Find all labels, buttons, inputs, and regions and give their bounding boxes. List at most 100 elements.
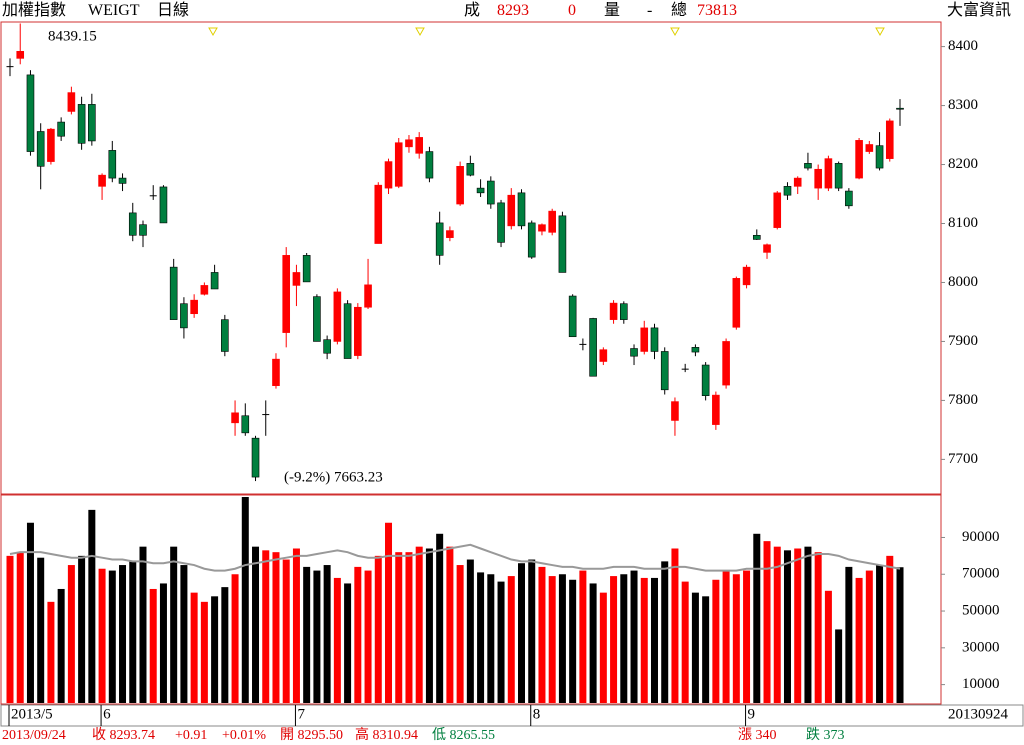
candle-body bbox=[824, 158, 833, 189]
volume-bar bbox=[702, 596, 710, 703]
candle-body bbox=[650, 327, 659, 352]
candle-body bbox=[640, 327, 649, 352]
candle-body bbox=[548, 210, 556, 233]
candle-body bbox=[466, 163, 475, 176]
volume-bar bbox=[67, 565, 75, 703]
volume-bar bbox=[630, 570, 638, 703]
dash: - bbox=[647, 2, 653, 19]
volume-bar bbox=[272, 552, 280, 703]
volume-bar bbox=[548, 576, 556, 703]
volume-bar bbox=[200, 601, 208, 703]
volume-bar bbox=[57, 588, 65, 703]
volume-bar bbox=[599, 592, 607, 703]
candle-body bbox=[118, 177, 127, 184]
candle-body bbox=[619, 303, 628, 320]
volume-bar bbox=[119, 565, 127, 703]
volume-bar bbox=[446, 546, 454, 703]
volume-bar bbox=[333, 577, 341, 703]
candle-body bbox=[691, 347, 700, 353]
candle-body bbox=[272, 358, 280, 386]
symbol: WEIGT bbox=[88, 2, 140, 19]
volume-bar bbox=[518, 563, 525, 703]
volume-bar bbox=[743, 570, 751, 703]
markers bbox=[208, 27, 885, 37]
volume-bar bbox=[6, 555, 14, 703]
volume-bar bbox=[252, 546, 260, 703]
volume-bar bbox=[681, 581, 689, 703]
volume-bar bbox=[507, 576, 515, 703]
volume-bar bbox=[313, 570, 321, 703]
candle-body bbox=[660, 351, 669, 391]
total-label: 總 bbox=[671, 2, 688, 19]
candle-body bbox=[752, 234, 761, 240]
volume-bar bbox=[354, 566, 362, 703]
volume-bar bbox=[149, 588, 157, 703]
volume-bar bbox=[78, 555, 86, 703]
high-annotation: 8439.15 bbox=[48, 28, 97, 44]
marker bbox=[415, 27, 425, 37]
volume-bar bbox=[845, 566, 853, 703]
candle-body bbox=[384, 161, 393, 189]
candle-body bbox=[159, 186, 168, 224]
candle-body bbox=[568, 295, 577, 338]
brand: 大富資訊 bbox=[947, 2, 1012, 19]
candle-body bbox=[77, 104, 86, 144]
volume-bar bbox=[395, 552, 403, 703]
volume-bar bbox=[262, 550, 270, 703]
candle-body bbox=[793, 177, 802, 187]
trade-label: 成 bbox=[464, 2, 481, 19]
candle-body bbox=[722, 341, 730, 386]
candle-body bbox=[865, 144, 874, 152]
candle-body bbox=[241, 415, 250, 434]
x-tick-label: 2013/5 bbox=[11, 706, 53, 722]
volume-bar bbox=[865, 570, 873, 703]
volume-bar bbox=[456, 565, 464, 703]
low-annotation: (-9.2%) 7663.23 bbox=[284, 469, 383, 485]
footer-change-pct: +0.01% bbox=[222, 728, 267, 743]
footer-date: 2013/09/24 bbox=[2, 728, 66, 743]
change-value: 0 bbox=[568, 2, 576, 19]
candle-body bbox=[773, 192, 782, 228]
volume-bar bbox=[170, 546, 178, 703]
y-tick-label: 8400 bbox=[948, 38, 978, 54]
candle-body bbox=[210, 272, 219, 290]
candle-body bbox=[333, 291, 342, 342]
marker bbox=[875, 27, 885, 37]
candle-body bbox=[896, 107, 904, 110]
volume-bar bbox=[497, 581, 505, 703]
volume-bar bbox=[88, 509, 96, 703]
volume-bar bbox=[487, 574, 495, 703]
candle-body bbox=[507, 194, 516, 227]
x-tick-label: 7 bbox=[297, 706, 305, 722]
volume-bar bbox=[415, 546, 423, 703]
volume-tick-label: 30000 bbox=[962, 639, 1000, 655]
volume-bar bbox=[732, 574, 740, 703]
candle-body bbox=[527, 222, 536, 258]
volume-bar bbox=[303, 566, 311, 703]
volume-bar bbox=[640, 577, 648, 703]
candle-body bbox=[108, 150, 117, 179]
volume-bar bbox=[364, 570, 372, 703]
volume-bar bbox=[620, 574, 628, 703]
candle-body bbox=[169, 266, 178, 320]
candle-body bbox=[88, 104, 96, 142]
candle-body bbox=[36, 131, 45, 167]
volume-bar bbox=[98, 568, 106, 703]
volume-bar bbox=[436, 533, 444, 703]
volume-panel bbox=[0, 494, 942, 705]
volume-bar bbox=[814, 552, 822, 703]
candle-body bbox=[814, 168, 822, 189]
period: 日線 bbox=[157, 2, 190, 19]
candle-body bbox=[517, 192, 526, 227]
candle-body bbox=[374, 184, 383, 244]
volume-tick-label: 10000 bbox=[962, 676, 1000, 692]
candle-body bbox=[67, 92, 76, 112]
candle-body bbox=[323, 339, 331, 354]
x-label-right: 20130924 bbox=[948, 706, 1009, 722]
volume-bar bbox=[763, 541, 771, 703]
candle-body bbox=[200, 285, 209, 295]
candle-body bbox=[98, 174, 106, 187]
volume-bar bbox=[221, 587, 229, 703]
candle-body bbox=[343, 303, 352, 359]
candle-body bbox=[57, 121, 65, 137]
